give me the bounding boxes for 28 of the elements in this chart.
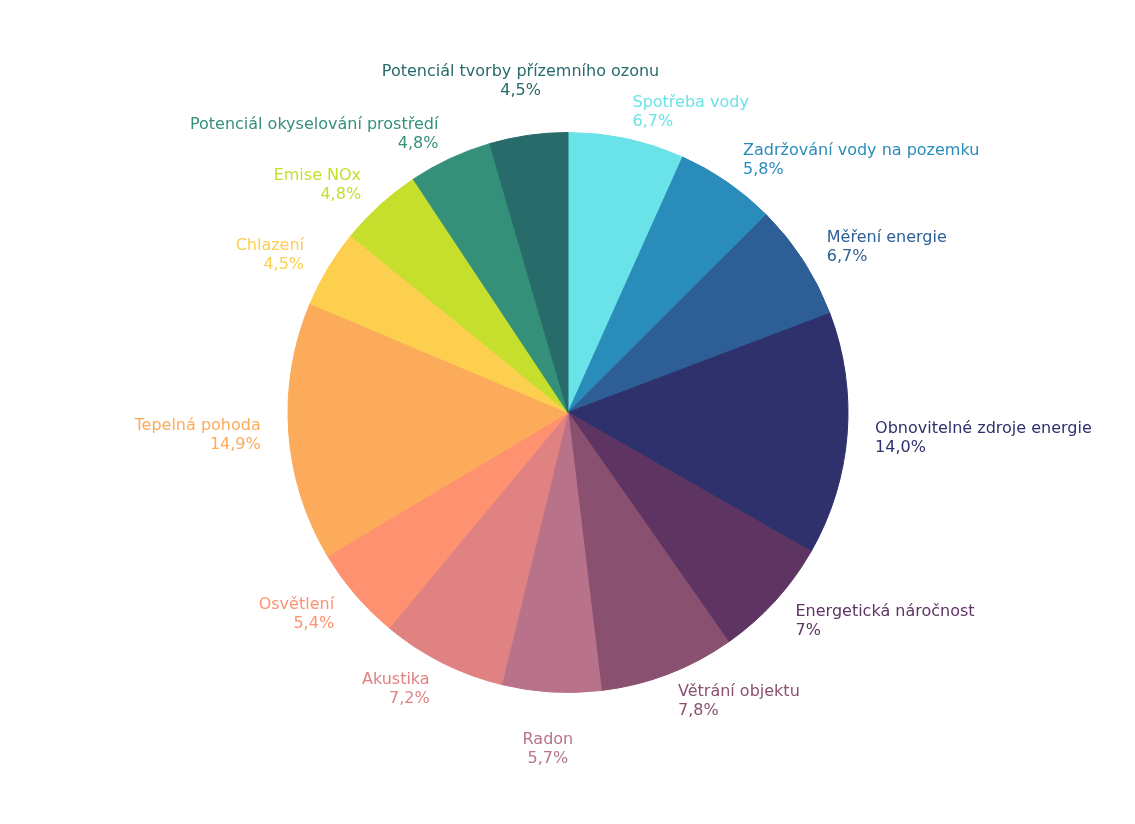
data-label: 4,8% — [320, 184, 362, 204]
slice-label: Potenciál okyselování prostředí — [189, 114, 439, 134]
slice-label: Energetická náročnost — [795, 601, 975, 621]
slice-label: Obnovitelné zdroje energie — [875, 417, 1092, 437]
data-label: 5,8% — [743, 159, 784, 179]
data-label: 7,2% — [388, 687, 430, 707]
slice-label: Tepelná pohoda — [133, 414, 261, 434]
slice-label: Spotřeba vody — [632, 92, 749, 112]
data-label: 4,5% — [500, 79, 541, 99]
data-label: 5,7% — [527, 747, 569, 767]
data-label: 5,4% — [293, 612, 335, 632]
slice-label: Měření energie — [826, 226, 947, 246]
data-label: 6,7% — [826, 245, 868, 265]
data-label: 14,0% — [875, 436, 926, 456]
slice-label: Osvětlení — [258, 593, 335, 613]
data-label: 7,8% — [677, 700, 719, 720]
data-label: 7% — [795, 620, 821, 640]
slice-label: Radon — [522, 728, 574, 748]
slice-label: Potenciál tvorby přízemního ozonu — [381, 60, 660, 80]
slice-label: Chlazení — [235, 234, 305, 254]
data-label: 14,9% — [209, 433, 261, 453]
data-label: 4,5% — [263, 253, 305, 273]
data-label: 4,8% — [397, 133, 439, 153]
slice-label: Větrání objektu — [677, 681, 800, 701]
slice-label: Emise NOx — [273, 165, 362, 185]
slice-label: Zadržování vody na pozemku — [743, 140, 980, 160]
slice-label: Akustika — [361, 668, 430, 688]
data-label: 6,7% — [632, 111, 674, 131]
